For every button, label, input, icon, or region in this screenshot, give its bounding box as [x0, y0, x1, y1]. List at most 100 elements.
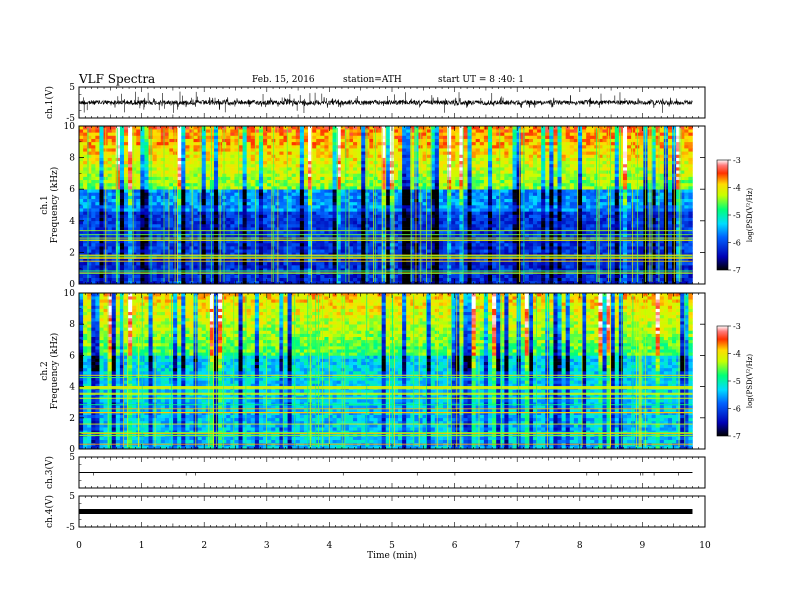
- ch1-spectrogram-cell: [659, 220, 665, 225]
- ch1-spectrogram-cell: [316, 230, 321, 234]
- ch1-spectrogram-cell: [451, 249, 456, 253]
- ch1-spectrogram-cell: [189, 233, 194, 237]
- ch1-spectrogram-cell: [189, 214, 194, 218]
- ch1-spectrogram-cell: [230, 246, 235, 250]
- ch1-spectrogram-cell: [128, 201, 133, 206]
- ch1-spectrogram-cell: [406, 280, 411, 285]
- ch1-spectrogram-cell: [479, 239, 485, 244]
- ch1-spectrogram-cell: [667, 242, 673, 247]
- ch1-spectrogram-cell: [528, 249, 534, 253]
- ch1-spectrogram-cell: [483, 277, 489, 282]
- ch1-spectrogram-cell: [144, 198, 149, 203]
- ch1-spectrogram-cell: [577, 198, 583, 203]
- ch1-spectrogram-cell: [263, 211, 268, 215]
- ch1-spectrogram-cell: [463, 223, 468, 228]
- ch1-spectrogram-cell: [459, 201, 464, 206]
- ch1-spectrogram-cell: [381, 249, 387, 253]
- ch1-spectrogram-cell: [340, 277, 346, 282]
- ch1-spectrogram-cell: [426, 242, 432, 247]
- ch1-spectrogram-cell: [234, 258, 239, 263]
- ch1-spectrogram-cell: [246, 189, 252, 193]
- ch1-spectrogram-cell: [91, 246, 96, 250]
- ch1-spectrogram-cell: [144, 192, 149, 196]
- ch1-spectrogram-cell: [95, 223, 100, 228]
- ch1-spectrogram-cell: [250, 249, 256, 253]
- ch1-spectrogram-cell: [573, 198, 579, 203]
- ch1-spectrogram-cell: [541, 186, 546, 190]
- ch1-spectrogram-cell: [545, 252, 550, 256]
- ch1-spectrogram-cell: [422, 258, 427, 263]
- ch1-spectrogram-cell: [557, 208, 562, 212]
- ch1-spectrogram-cell: [263, 280, 268, 285]
- ch1-spectrogram-cell: [414, 268, 419, 272]
- ch1-spectrogram-cell: [324, 265, 329, 269]
- ch1-spectrogram-cell: [254, 230, 260, 234]
- ch1-spectrogram-cell: [291, 186, 297, 190]
- ch1-spectrogram-cell: [132, 223, 137, 228]
- ch1-spectrogram-cell: [238, 230, 243, 234]
- ch1-spectrogram-cell: [598, 214, 603, 218]
- ch1-spectrogram-cell: [344, 220, 350, 225]
- ch1-spectrogram-cell: [95, 242, 100, 247]
- ch1-spectrogram-cell: [475, 195, 481, 199]
- ch1-spectrogram-cell: [164, 214, 170, 218]
- ch1-spectrogram-cell: [393, 220, 399, 225]
- ch1-spectrogram-cell: [586, 214, 591, 218]
- ch1-spectrogram-cell: [111, 189, 117, 193]
- ch1-spectrogram-cell: [492, 239, 497, 244]
- ch1-spectrogram-cell: [295, 239, 301, 244]
- ch1-spectrogram-cell: [614, 239, 620, 244]
- ch1-spectrogram-cell: [496, 186, 501, 190]
- ch1-spectrogram-cell: [516, 230, 522, 234]
- ch1-spectrogram-cell: [295, 186, 301, 190]
- ch1-spectrogram-cell: [467, 230, 472, 234]
- ch1-spectrogram-cell: [406, 214, 411, 218]
- ch1-spectrogram-cell: [545, 246, 550, 250]
- ch1-spectrogram-cell: [483, 189, 489, 193]
- ch1-spectrogram-cell: [553, 233, 558, 237]
- ch1-spectrogram-cell: [684, 211, 689, 215]
- ch1-spectrogram-cell: [459, 186, 464, 190]
- ch1-spectrogram-cell: [205, 274, 211, 278]
- ch1-spectrogram-cell: [467, 214, 472, 218]
- ch1-spectrogram-cell: [402, 189, 407, 193]
- ch1-spectrogram-cell: [152, 220, 158, 225]
- ch1-spectrogram-cell: [336, 239, 342, 244]
- ch1-spectrogram-cell: [258, 198, 264, 203]
- ch1-spectrogram-cell: [308, 186, 313, 190]
- ch1-spectrogram-cell: [459, 242, 464, 247]
- ch1-spectrogram-cell: [504, 208, 509, 212]
- ch1-spectrogram-cell: [287, 277, 292, 282]
- ch1-spectrogram-cell: [549, 227, 554, 231]
- ch1-spectrogram-cell: [332, 192, 337, 196]
- ch1-spectrogram-cell: [320, 208, 325, 212]
- ch1-spectrogram-cell: [586, 277, 591, 282]
- ch1-spectrogram-cell: [348, 265, 354, 269]
- ch1-spectrogram-cell: [91, 208, 96, 212]
- ch1-spectrogram-cell: [132, 261, 137, 266]
- ch1-spectrogram-cell: [602, 265, 607, 269]
- ch1-spectrogram-cell: [246, 186, 252, 190]
- ch1-spectrogram-cell: [353, 230, 358, 234]
- ch1-spectrogram-cell: [565, 192, 571, 196]
- ch1-spectrogram-cell: [99, 201, 104, 206]
- ch1-spectrogram-cell: [537, 239, 542, 244]
- ch1-spectrogram-cell: [549, 223, 554, 228]
- ch1-spectrogram-cell: [455, 195, 460, 199]
- ch1-spectrogram-cell: [504, 220, 509, 225]
- ch1-spectrogram-cell: [308, 201, 313, 206]
- ch1-spectrogram-cell: [504, 186, 509, 190]
- ch1-spectrogram-cell: [627, 252, 632, 256]
- ch1-spectrogram-cell: [492, 223, 497, 228]
- ch1-spectrogram-cell: [316, 208, 321, 212]
- ch1-spectrogram-cell: [132, 277, 137, 282]
- ch1-spectrogram-cell: [234, 227, 239, 231]
- ch1-spectrogram-cell: [377, 265, 382, 269]
- ch1-spectrogram-cell: [549, 192, 554, 196]
- ch1-spectrogram-cell: [545, 208, 550, 212]
- ch1-spectrogram-cell: [79, 277, 84, 282]
- ch1-spectrogram-cell: [140, 223, 145, 228]
- ch1-spectrogram-cell: [205, 208, 211, 212]
- ch1-spectrogram-cell: [582, 186, 587, 190]
- ch1-spectrogram-cell: [258, 239, 264, 244]
